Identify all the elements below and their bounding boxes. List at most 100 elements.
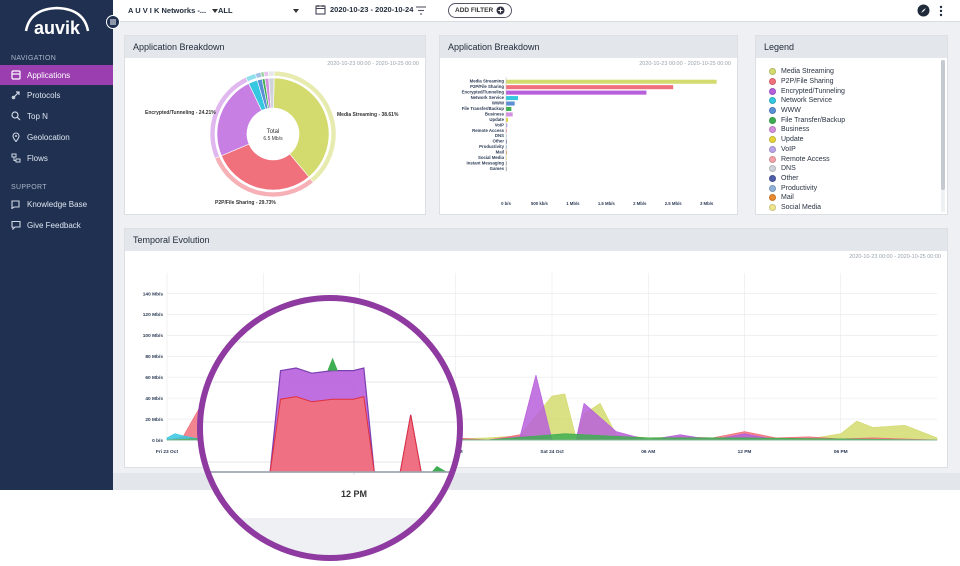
legend-item[interactable]: Encrypted/Tunneling <box>769 86 939 96</box>
bar[interactable] <box>506 156 507 161</box>
network-selector[interactable]: A U V I K Networks -... <box>128 6 219 15</box>
legend-swatch <box>769 136 776 144</box>
legend-swatch <box>769 145 776 153</box>
legend-item[interactable]: VoIP <box>769 145 939 155</box>
legend-item[interactable]: Other <box>769 174 939 184</box>
sidebar-item-geolocation[interactable]: Geolocation <box>0 127 113 147</box>
bar-x-tick-label: 0 b/s <box>501 201 511 206</box>
bar[interactable] <box>506 123 508 128</box>
legend-label: Remote Access <box>781 155 830 163</box>
collapse-sidebar-button[interactable] <box>106 15 120 29</box>
sidebar-item-top-n[interactable]: Top N <box>0 106 113 126</box>
network-name: A U V I K Networks -... <box>128 6 207 15</box>
bar[interactable] <box>506 145 507 150</box>
bar[interactable] <box>506 150 507 155</box>
sidebar-item-flows[interactable]: Flows <box>0 148 113 168</box>
bar-x-tick-label: 2 Mb/s <box>633 201 647 206</box>
sidebar-item-protocols[interactable]: Protocols <box>0 85 113 105</box>
pie-outer-ring-segment <box>245 73 258 83</box>
legend-item[interactable]: Business <box>769 125 939 135</box>
bar[interactable] <box>506 90 647 95</box>
bar[interactable] <box>506 79 717 84</box>
legend-label: Other <box>781 174 799 182</box>
pie-label-media: Media Streaming - 38.61% <box>337 112 399 118</box>
more-options-icon[interactable] <box>939 5 943 17</box>
bar[interactable] <box>506 166 507 171</box>
pie-chart[interactable]: Total 6.5 Mb/s Encrypted/Tunneling - 24.… <box>125 58 425 214</box>
legend-item[interactable]: Media Streaming <box>769 67 939 77</box>
compass-icon[interactable] <box>917 4 930 17</box>
legend-item[interactable]: Network Service <box>769 96 939 106</box>
pie-outer-ring-segment <box>267 70 275 77</box>
legend-label: Encrypted/Tunneling <box>781 87 845 95</box>
sidebar: auvik NAVIGATION Applications Protocols … <box>0 0 113 490</box>
legend-swatch <box>769 203 776 211</box>
x-tick-label: 06 AM <box>641 449 655 455</box>
bar[interactable] <box>506 139 507 144</box>
sidebar-item-knowledge-base[interactable]: Knowledge Base <box>0 194 113 214</box>
filter-icon[interactable] <box>415 5 427 16</box>
y-tick-label: 20 Mb/s <box>145 417 163 423</box>
bar[interactable] <box>506 85 674 90</box>
legend-item[interactable]: File Transfer/Backup <box>769 115 939 125</box>
auvik-logo[interactable]: auvik <box>22 5 92 39</box>
legend-label: Network Service <box>781 97 832 105</box>
date-range-label: 2020-10-23 00:00 - 2020-10-25 00:00 <box>327 61 419 67</box>
legend-item[interactable]: WWW <box>769 106 939 116</box>
feedback-icon <box>10 219 22 231</box>
legend-swatch <box>769 194 776 202</box>
sidebar-item-label: Flows <box>27 153 48 163</box>
bar-category-label: Encrypted/Tunneling <box>462 90 505 95</box>
panel-title: Temporal Evolution <box>125 229 947 251</box>
bar-category-label: Network Service <box>471 95 505 100</box>
bar[interactable] <box>506 112 513 117</box>
applications-icon <box>10 69 22 81</box>
bar[interactable] <box>506 106 512 111</box>
bar[interactable] <box>506 101 515 106</box>
legend-item[interactable]: Mail <box>769 193 939 203</box>
legend-item[interactable]: P2P/File Sharing <box>769 77 939 87</box>
legend-swatch <box>769 68 776 76</box>
bar[interactable] <box>506 161 507 166</box>
legend-label: Productivity <box>781 184 818 192</box>
legend-scroll-thumb[interactable] <box>941 60 945 190</box>
pie-label-p2p: P2P/File Sharing - 29.73% <box>215 200 276 206</box>
bar[interactable] <box>506 128 508 133</box>
device-selector[interactable]: ALL <box>218 6 300 15</box>
legend-label: WWW <box>781 107 801 115</box>
panel-title: Legend <box>756 36 947 58</box>
geolocation-icon <box>10 131 22 143</box>
legend-item[interactable]: Update <box>769 135 939 145</box>
sidebar-item-applications[interactable]: Applications <box>0 65 113 85</box>
magnifier-ring <box>197 295 463 561</box>
panel-title: Application Breakdown <box>125 36 425 58</box>
y-tick-label: 100 Mb/s <box>143 333 164 339</box>
y-tick-label: 80 Mb/s <box>145 354 163 360</box>
legend-item[interactable]: Social Media <box>769 203 939 212</box>
legend-swatch <box>769 107 776 115</box>
legend-item[interactable]: DNS <box>769 164 939 174</box>
panel-title: Application Breakdown <box>440 36 737 58</box>
date-range-picker[interactable]: 2020-10-23 - 2020-10-24 <box>315 4 413 15</box>
legend-label: DNS <box>781 165 796 173</box>
calendar-icon <box>315 5 326 15</box>
logo-text: auvik <box>34 18 81 38</box>
sidebar-item-label: Knowledge Base <box>27 199 88 209</box>
legend-label: P2P/File Sharing <box>781 78 834 86</box>
protocols-icon <box>10 89 22 101</box>
legend-label: Mail <box>781 194 794 202</box>
legend-scrollbar[interactable] <box>941 60 945 212</box>
bar-category-label: Business <box>485 111 505 116</box>
legend-swatch <box>769 174 776 182</box>
legend-item[interactable]: Productivity <box>769 183 939 193</box>
bar[interactable] <box>506 134 507 139</box>
sidebar-item-give-feedback[interactable]: Give Feedback <box>0 215 113 235</box>
legend-item[interactable]: Remote Access <box>769 154 939 164</box>
top-n-icon <box>10 110 22 122</box>
bar[interactable] <box>506 96 519 101</box>
bar[interactable] <box>506 117 509 122</box>
x-tick-label: Sat 24 Oct <box>540 449 564 455</box>
chevron-down-icon <box>212 8 219 13</box>
add-filter-button[interactable]: ADD FILTER <box>448 3 513 18</box>
